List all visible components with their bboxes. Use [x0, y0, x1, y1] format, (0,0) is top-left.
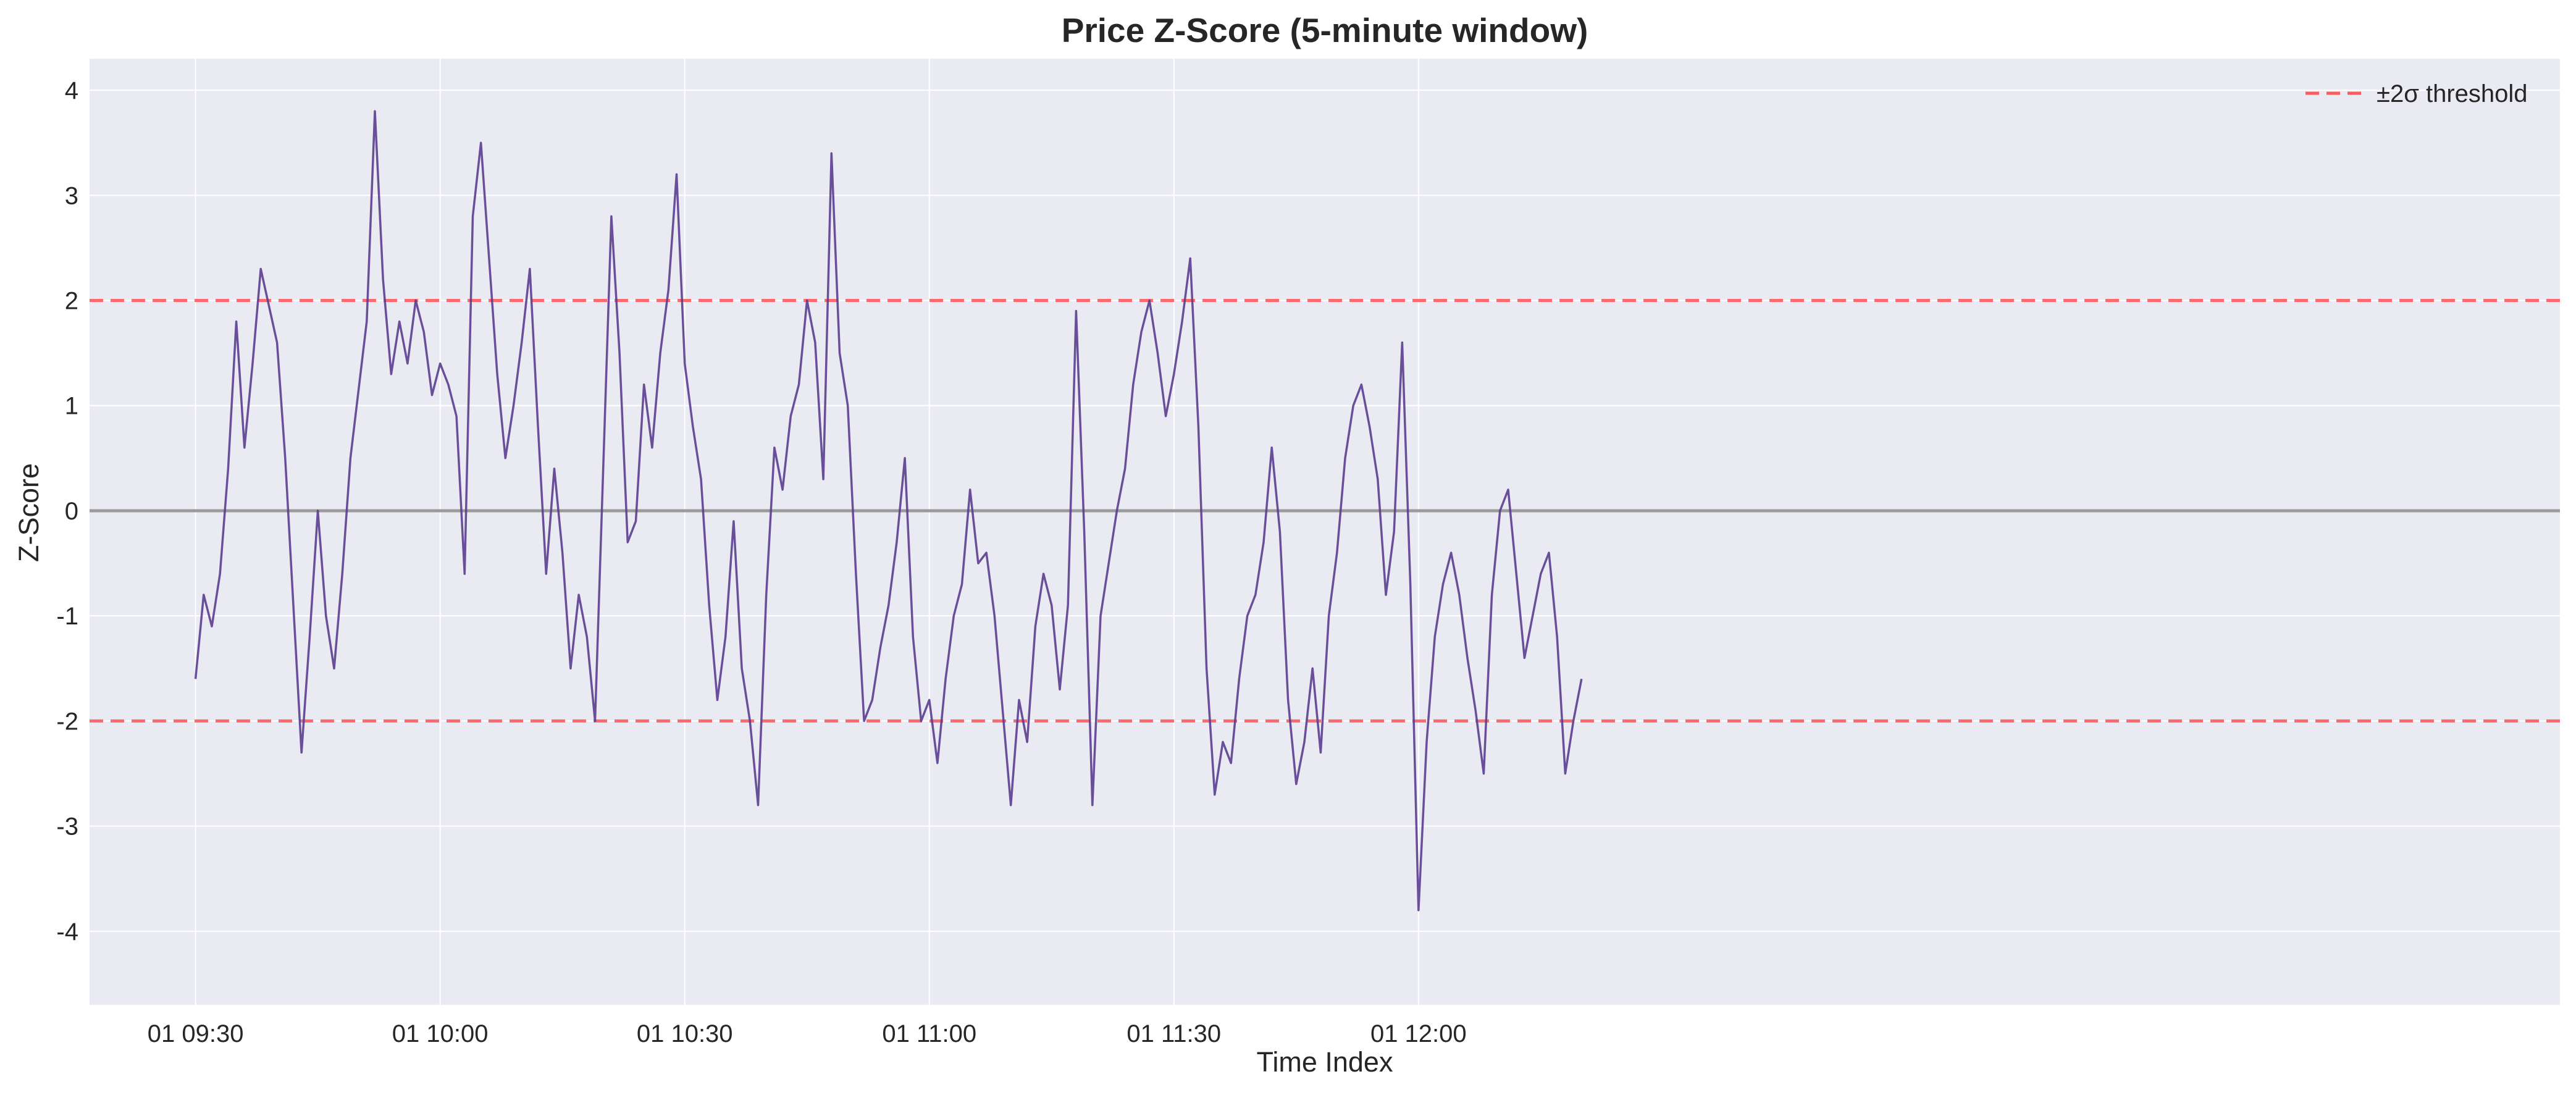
- y-tick-label: 2: [65, 288, 78, 315]
- y-tick-label: -2: [56, 708, 78, 735]
- y-tick-label: 4: [65, 77, 78, 104]
- x-tick-label: 01 10:00: [392, 1020, 489, 1047]
- x-tick-label: 01 10:30: [637, 1020, 733, 1047]
- series-line-zscore: [194, 110, 1583, 912]
- x-tick-label: 01 09:30: [148, 1020, 244, 1047]
- x-tick-label: 01 11:00: [882, 1020, 976, 1047]
- y-tick-label: 1: [65, 393, 78, 420]
- x-tick-label: 01 11:30: [1126, 1020, 1221, 1047]
- y-tick-labels: -4 -3 -2 -1 0 1 2 3 4: [56, 77, 78, 946]
- y-tick-label: 3: [65, 182, 78, 209]
- y-tick-label: -4: [56, 918, 78, 946]
- legend: ±2σ threshold: [2305, 80, 2528, 107]
- x-tick-labels: 01 09:30 01 10:00 01 10:30 01 11:00 01 11:30…: [148, 1020, 1467, 1047]
- plot-area: [90, 59, 2560, 1005]
- legend-label-threshold: ±2σ threshold: [2377, 80, 2528, 107]
- y-axis-label: Z-Score: [13, 463, 44, 562]
- series-group: [194, 110, 1583, 912]
- chart-title: Price Z-Score (5-minute window): [1062, 11, 1588, 49]
- y-tick-label: -1: [56, 603, 78, 630]
- y-tick-label: 0: [65, 498, 78, 525]
- x-axis-label: Time Index: [1257, 1046, 1393, 1078]
- threshold-lines: [90, 299, 2560, 723]
- y-tick-label: -3: [56, 813, 78, 841]
- x-tick-label: 01 12:00: [1370, 1020, 1467, 1047]
